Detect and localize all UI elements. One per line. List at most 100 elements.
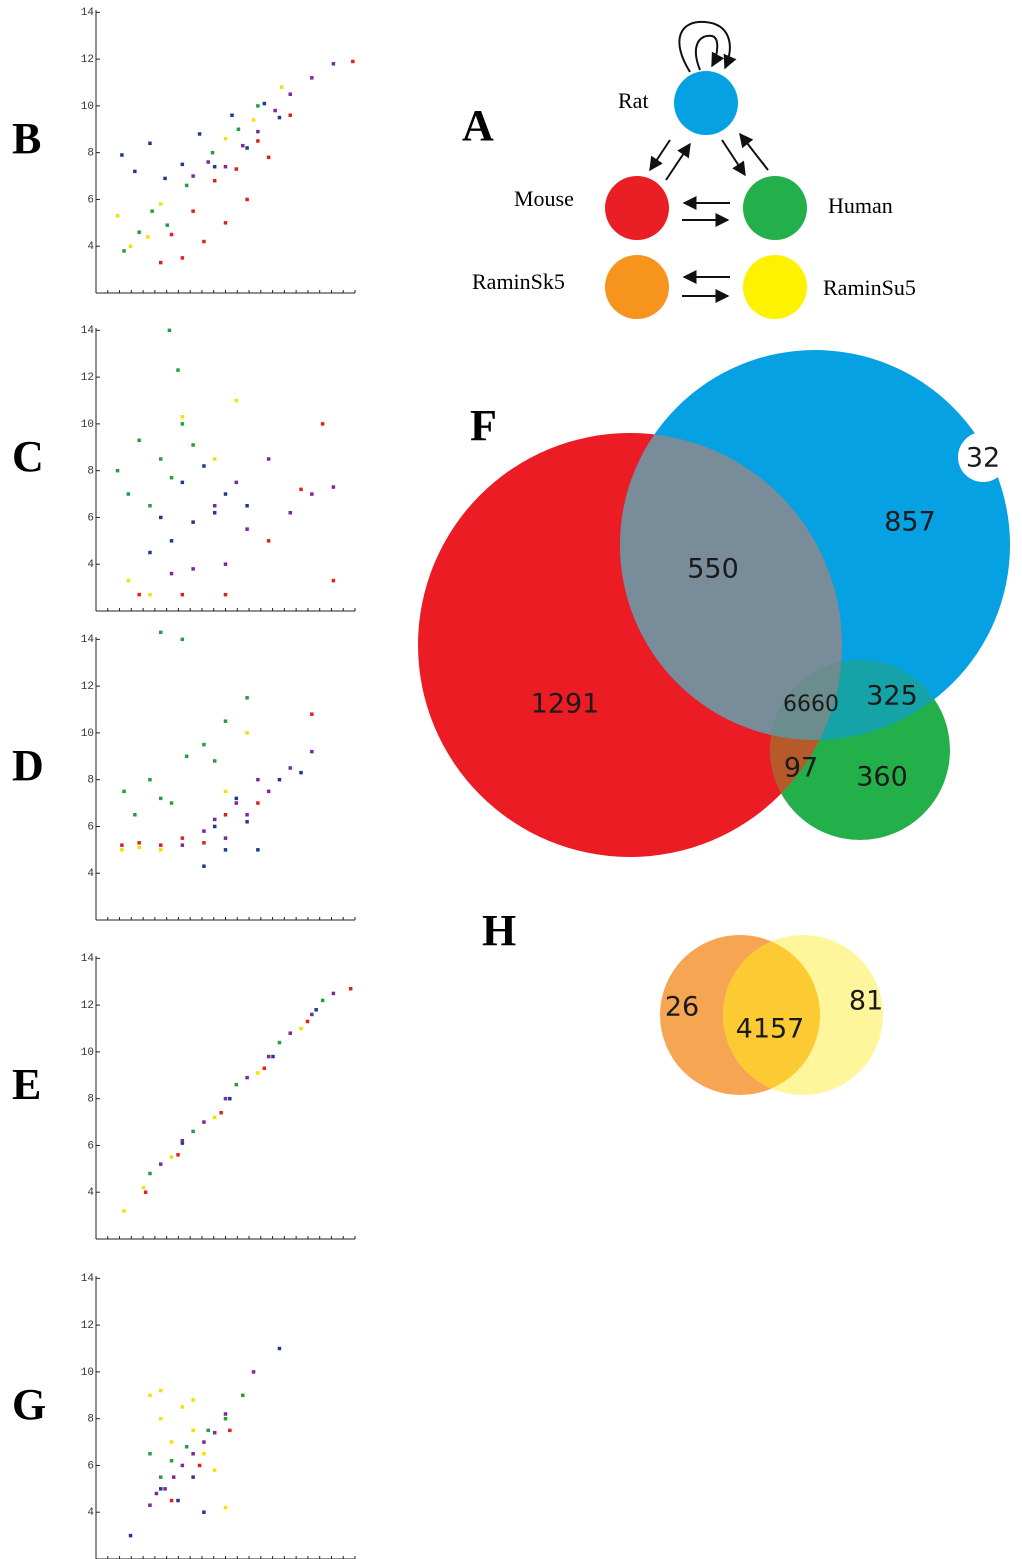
point bbox=[202, 1120, 206, 1124]
point bbox=[180, 1139, 185, 1143]
y-tick-label: 14 bbox=[81, 1273, 95, 1285]
panel-label: H bbox=[482, 906, 516, 955]
point bbox=[115, 214, 120, 218]
node-human bbox=[743, 176, 807, 240]
point bbox=[159, 515, 163, 520]
node-label: Human bbox=[828, 193, 893, 218]
point bbox=[202, 864, 206, 868]
point bbox=[148, 1503, 152, 1507]
y-tick-label: 4 bbox=[87, 241, 94, 253]
y-tick-label: 6 bbox=[87, 512, 94, 524]
point bbox=[266, 539, 271, 543]
panel-label: D bbox=[12, 741, 44, 790]
point bbox=[191, 174, 195, 178]
point bbox=[223, 492, 228, 496]
venn-circle bbox=[958, 432, 1008, 482]
point bbox=[245, 146, 249, 150]
point bbox=[165, 223, 169, 227]
panel-label: E bbox=[12, 1060, 41, 1109]
point bbox=[120, 843, 124, 847]
panel-label: B bbox=[12, 114, 41, 163]
arrow bbox=[649, 139, 671, 172]
point bbox=[191, 567, 195, 571]
point bbox=[256, 139, 260, 143]
point bbox=[288, 92, 292, 96]
point bbox=[245, 813, 249, 817]
point bbox=[169, 571, 174, 576]
point bbox=[288, 511, 292, 515]
point bbox=[148, 1452, 152, 1456]
y-tick-label: 10 bbox=[81, 1047, 94, 1059]
region-count: 4157 bbox=[736, 1014, 805, 1045]
node-label: Rat bbox=[618, 88, 649, 113]
point bbox=[212, 1468, 217, 1472]
point bbox=[159, 260, 163, 265]
point bbox=[219, 1110, 223, 1115]
point bbox=[191, 1452, 195, 1456]
point bbox=[126, 578, 131, 583]
point bbox=[256, 129, 260, 134]
node-label: RaminSk5 bbox=[472, 269, 565, 294]
point bbox=[277, 1346, 282, 1351]
point bbox=[223, 592, 228, 597]
point bbox=[120, 153, 124, 157]
point bbox=[236, 127, 241, 132]
point bbox=[148, 504, 152, 508]
point bbox=[180, 256, 185, 260]
point bbox=[122, 789, 126, 794]
point bbox=[310, 76, 314, 80]
point bbox=[180, 1463, 185, 1468]
point bbox=[159, 630, 163, 635]
point bbox=[159, 1388, 163, 1393]
point bbox=[256, 1071, 260, 1075]
point bbox=[133, 813, 137, 817]
point bbox=[245, 1075, 249, 1080]
region-count: 325 bbox=[866, 681, 918, 712]
point bbox=[202, 1440, 206, 1444]
point bbox=[180, 843, 185, 847]
y-tick-label: 14 bbox=[81, 953, 95, 965]
y-tick-label: 6 bbox=[87, 194, 94, 206]
point bbox=[202, 1510, 206, 1514]
y-tick-label: 12 bbox=[81, 372, 94, 384]
region-count: 26 bbox=[665, 992, 699, 1023]
y-tick-label: 6 bbox=[87, 821, 94, 833]
point bbox=[176, 1498, 180, 1503]
y-tick-label: 4 bbox=[87, 1507, 94, 1519]
point bbox=[184, 183, 189, 188]
point bbox=[202, 841, 206, 845]
point bbox=[191, 1398, 195, 1402]
point bbox=[169, 1459, 174, 1463]
point bbox=[212, 457, 217, 461]
point bbox=[310, 712, 314, 716]
point bbox=[171, 1475, 176, 1479]
point bbox=[202, 1452, 206, 1456]
region-count: 6660 bbox=[783, 692, 839, 717]
point bbox=[245, 197, 249, 202]
point bbox=[223, 1412, 228, 1416]
y-tick-label: 4 bbox=[87, 559, 94, 571]
point bbox=[348, 986, 353, 991]
point bbox=[191, 209, 195, 213]
region-count: 360 bbox=[856, 762, 908, 793]
point bbox=[320, 998, 325, 1003]
point bbox=[191, 1129, 195, 1134]
point bbox=[266, 1054, 271, 1059]
point bbox=[212, 511, 217, 515]
point bbox=[271, 1054, 275, 1059]
y-tick-label: 4 bbox=[87, 1187, 94, 1199]
point bbox=[148, 1171, 152, 1176]
region-count: 32 bbox=[966, 443, 1000, 474]
point bbox=[169, 232, 174, 237]
point bbox=[176, 368, 180, 372]
point bbox=[241, 143, 245, 148]
point bbox=[279, 85, 284, 89]
point bbox=[148, 550, 152, 555]
point bbox=[223, 1505, 228, 1510]
point bbox=[159, 848, 163, 852]
point bbox=[234, 167, 239, 171]
y-tick-label: 12 bbox=[81, 1320, 94, 1332]
point bbox=[299, 1026, 303, 1031]
panel-label: G bbox=[12, 1380, 46, 1429]
venn-overlap bbox=[770, 660, 842, 740]
